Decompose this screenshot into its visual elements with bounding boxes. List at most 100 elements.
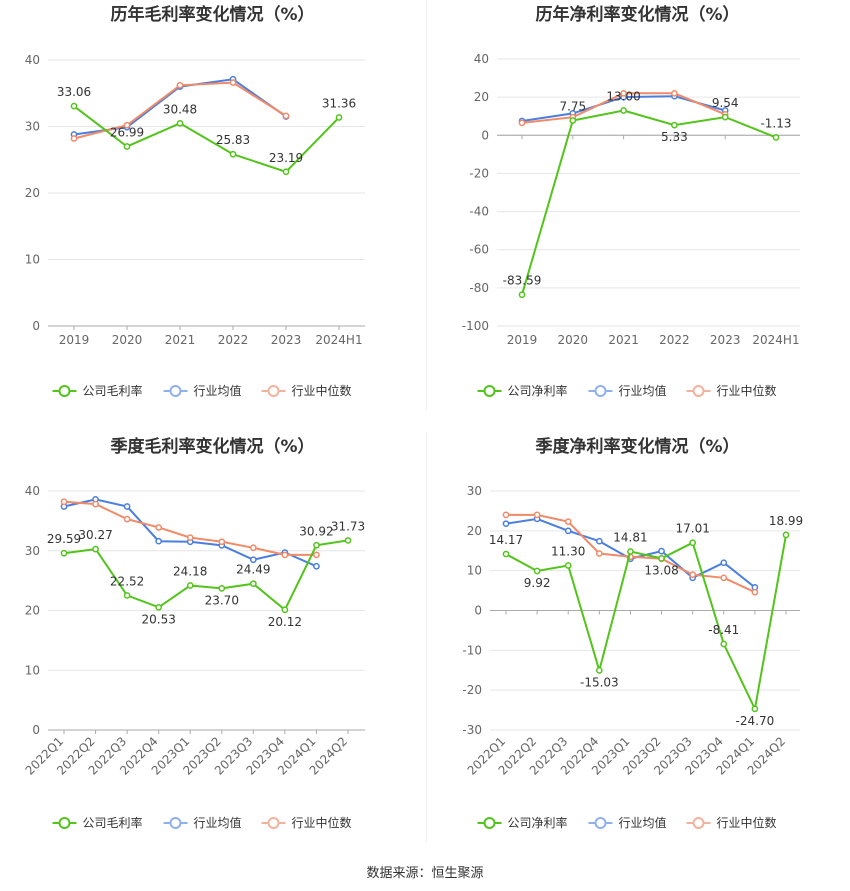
y-tick-label: 20 (474, 90, 489, 104)
data-label: 26.99 (110, 126, 144, 140)
data-point (620, 107, 627, 114)
y-tick-label: 40 (25, 484, 40, 498)
y-tick-label: 30 (25, 544, 40, 558)
data-source-note: 数据来源：恒生聚源 (366, 866, 484, 881)
data-point (671, 89, 678, 97)
data-label: 13.08 (644, 563, 678, 577)
data-label: 31.73 (331, 519, 365, 533)
data-point (595, 550, 603, 557)
data-label: -83.59 (503, 274, 542, 288)
data-point (595, 667, 603, 674)
series-line (63, 539, 349, 612)
data-label: 11.30 (551, 544, 585, 558)
series-line (73, 105, 340, 173)
legend-label: 行业均值 (194, 383, 242, 398)
legend-swatch-marker (594, 817, 607, 829)
chart-title: 历年净利率变化情况（%） (535, 4, 739, 25)
legend-swatch-marker (267, 817, 280, 829)
data-point (281, 606, 289, 614)
chart-svg: 季度毛利率变化情况（%）0102030402022Q12022Q22022Q32… (23, 436, 366, 830)
y-tick-label: -30 (462, 723, 482, 737)
data-label: 33.06 (57, 85, 91, 99)
data-label: 5.33 (661, 130, 688, 144)
data-point (658, 555, 665, 562)
x-tick-label: 2022 (218, 333, 249, 347)
data-point (782, 531, 790, 539)
x-tick-label: 2019 (507, 333, 538, 347)
legend-swatch-marker (169, 385, 182, 397)
data-point (344, 537, 352, 544)
data-point (155, 537, 163, 545)
legend-label: 行业均值 (194, 815, 242, 830)
data-point (313, 562, 320, 570)
data-point (721, 113, 729, 121)
series-line (521, 109, 777, 295)
x-tick-label: 2022 (659, 333, 690, 347)
data-label: 30.92 (299, 524, 333, 538)
y-tick-label: -60 (469, 243, 489, 257)
data-point (720, 640, 728, 648)
data-point (70, 102, 78, 110)
data-label: 22.52 (110, 574, 144, 588)
y-tick-label: -20 (462, 683, 482, 697)
chart-svg: 季度净利率变化情况（%）-30-20-1001020302022Q12022Q2… (462, 436, 803, 830)
chart-panel-quarterly-gross-margin: 季度毛利率变化情况（%） 0 10 20 30 40 2022Q1 2022Q2 2022Q3 2… (0, 432, 425, 842)
chart-title: 季度净利率变化情况（%） (535, 436, 739, 457)
data-point (60, 498, 68, 506)
data-label: 25.83 (216, 133, 250, 147)
data-label: 17.01 (675, 522, 709, 536)
legend-label: 行业均值 (619, 815, 667, 830)
data-point (123, 143, 131, 150)
y-tick-label: 0 (474, 604, 482, 618)
legend-swatch-marker (267, 385, 280, 397)
data-point (720, 559, 728, 567)
x-tick-label: 2021 (608, 333, 639, 347)
data-point (282, 168, 290, 176)
x-tick-label: 2023 (271, 333, 302, 347)
legend-label: 行业中位数 (717, 815, 777, 830)
data-point (533, 511, 541, 519)
data-point (518, 291, 526, 299)
legend-label: 公司净利率 (508, 815, 568, 830)
data-point (533, 567, 541, 575)
y-tick-label: 20 (467, 524, 482, 538)
legend-label: 公司净利率 (508, 383, 568, 398)
data-point (123, 515, 131, 523)
legend-label: 行业均值 (619, 383, 667, 398)
data-label: -24.70 (736, 714, 775, 728)
x-tick-label: 2020 (112, 333, 143, 347)
y-tick-label: 20 (25, 186, 40, 200)
chart-title: 季度毛利率变化情况（%） (110, 436, 314, 457)
data-label: 23.70 (205, 593, 239, 607)
data-point (751, 705, 759, 713)
y-tick-label: -100 (462, 319, 489, 333)
data-point (564, 518, 572, 526)
legend-swatch-marker (483, 385, 496, 397)
y-tick-label: 0 (481, 128, 489, 142)
y-tick-label: 10 (25, 253, 40, 267)
data-point (671, 121, 678, 129)
legend-label: 公司毛利率 (83, 383, 143, 398)
data-label: 7.75 (559, 100, 586, 114)
panel-divider (426, 0, 427, 410)
data-point (92, 500, 99, 508)
data-point (658, 547, 665, 555)
data-label: 9.92 (524, 576, 551, 590)
x-tick-label: 2024H1 (315, 333, 362, 347)
y-tick-label: 40 (25, 53, 40, 67)
legend-swatch-marker (692, 817, 705, 829)
data-label: -8.41 (708, 623, 739, 637)
data-point (176, 119, 184, 127)
chart-panel-annual-gross-margin: 历年毛利率变化情况（%） 0 10 20 30 40 2019 2020 2021 2022 202… (0, 0, 425, 410)
legend-label: 行业中位数 (292, 815, 352, 830)
data-point (176, 81, 184, 89)
data-label: 9.54 (712, 96, 739, 110)
data-point (313, 541, 320, 549)
y-tick-label: 10 (25, 663, 40, 677)
data-point (92, 545, 99, 553)
y-tick-label: -20 (469, 166, 489, 180)
data-label: 30.27 (78, 528, 112, 542)
data-label: 13.00 (606, 89, 640, 103)
data-label: 31.36 (322, 96, 356, 110)
data-label: 20.12 (268, 615, 302, 629)
